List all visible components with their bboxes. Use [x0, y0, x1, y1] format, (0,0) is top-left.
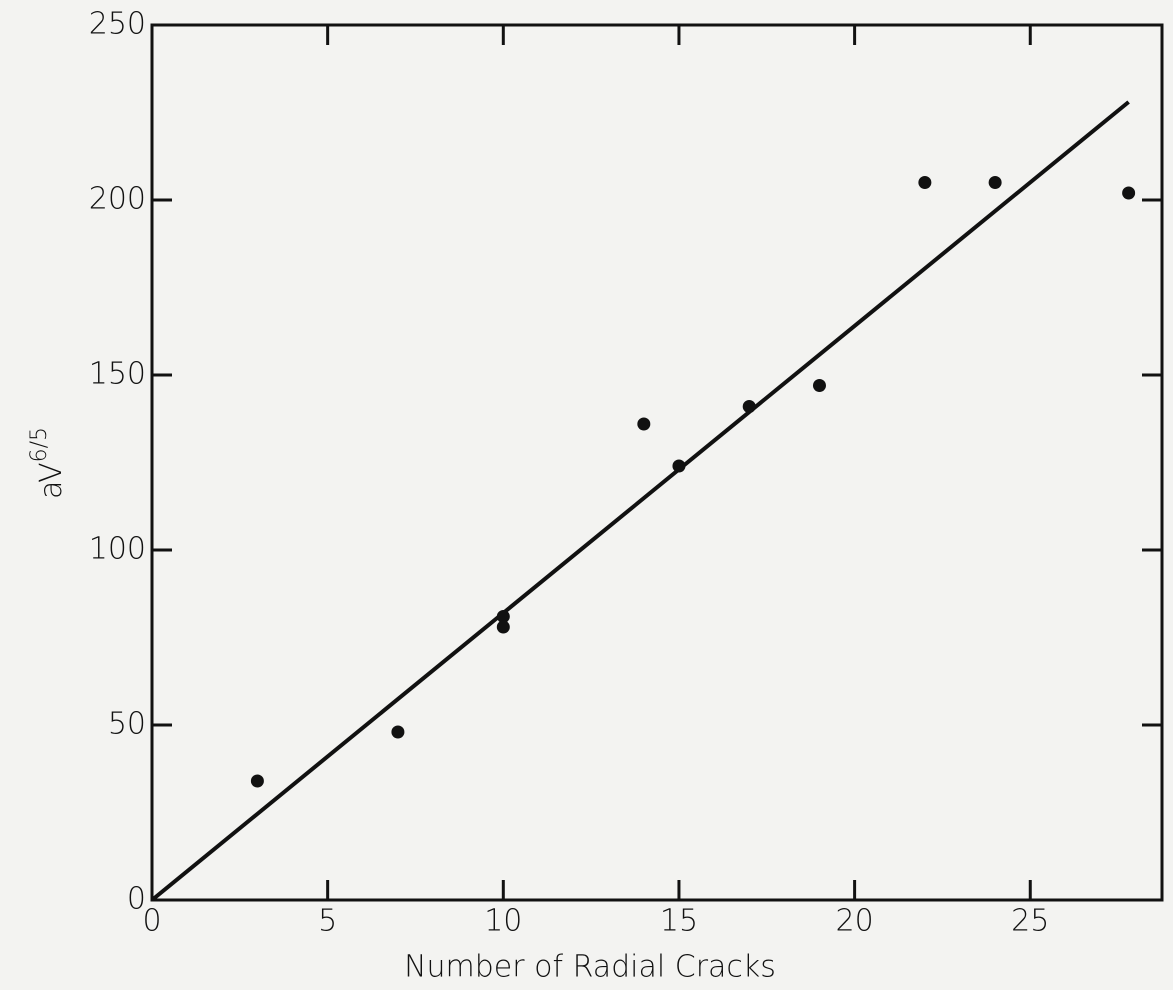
data-point: [1122, 186, 1136, 200]
y-tick-label: 150: [89, 357, 146, 392]
data-point: [918, 176, 932, 189]
x-tick-label: 20: [836, 904, 874, 939]
y-tick-label: 250: [89, 7, 146, 42]
y-label-superscript: 6/5: [27, 427, 52, 462]
data-point: [812, 379, 826, 392]
x-axis-label: Number of Radial Cracks: [404, 950, 776, 985]
y-tick-label: 50: [108, 707, 146, 742]
y-tick-label: 200: [89, 182, 146, 217]
data-point: [672, 459, 686, 473]
x-tick-label: 25: [1011, 904, 1049, 939]
x-tick-label: 5: [318, 904, 337, 939]
x-tick-label: 10: [484, 904, 522, 939]
data-point: [637, 417, 651, 431]
data-point: [250, 774, 264, 788]
y-axis-label: aV6/5: [27, 427, 69, 499]
data-point: [496, 620, 510, 634]
y-tick-label: 0: [127, 882, 146, 917]
fit-line: [150, 100, 1130, 902]
y-tick-label: 100: [89, 532, 146, 567]
x-tick-label: 0: [142, 904, 161, 939]
x-tick-label: 15: [660, 904, 698, 939]
data-point: [496, 610, 510, 623]
data-point: [391, 725, 405, 739]
data-point: [742, 400, 756, 413]
y-label-main: aV: [34, 462, 69, 499]
plot-frame: [150, 23, 1164, 902]
data-point: [988, 176, 1002, 189]
